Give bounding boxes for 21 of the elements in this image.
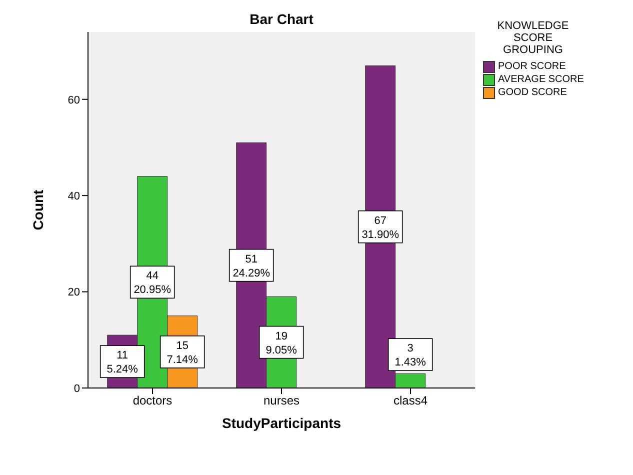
data-label: 44 20.95% — [134, 270, 172, 296]
chart-title: Bar Chart — [250, 11, 314, 27]
y-axis-title: Count — [30, 189, 46, 230]
data-label: 67 31.90% — [362, 214, 400, 241]
y-tick-label: 0 — [74, 382, 80, 395]
legend-label: POOR SCORE — [498, 61, 566, 72]
x-tick-label: doctors — [132, 394, 172, 408]
data-label: 19 9.05% — [266, 330, 298, 356]
legend-label: GOOD SCORE — [498, 87, 567, 98]
y-tick-label: 40 — [68, 190, 80, 202]
data-label: 3 1.43% — [394, 342, 426, 369]
y-tick-label: 20 — [68, 286, 80, 299]
legend-label: AVERAGE SCORE — [498, 74, 584, 85]
data-label: 15 7.14% — [166, 340, 198, 366]
y-tick-label: 60 — [68, 94, 80, 106]
data-label: 51 24.29% — [232, 253, 270, 280]
x-axis-title: StudyParticipants — [222, 415, 342, 431]
x-tick-label: nurses — [263, 394, 300, 408]
data-label: 11 5.24% — [106, 350, 138, 376]
x-tick-label: class4 — [393, 394, 428, 408]
legend-title: KNOWLEDGE SCORE GROUPING — [496, 20, 570, 56]
